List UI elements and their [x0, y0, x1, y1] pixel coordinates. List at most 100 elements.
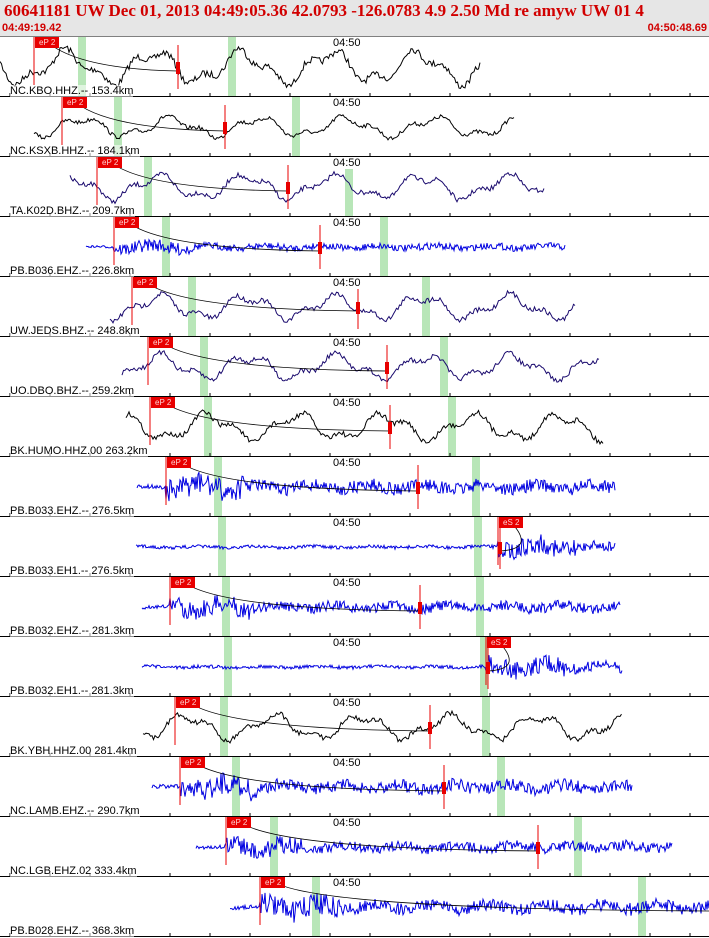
trace-panel[interactable]: eP 2 04:50 UW.JEDS.BHZ.-- 248.8km	[0, 277, 709, 337]
station-label: PB.B033.EHZ.-- 276.5km	[10, 505, 135, 517]
amplitude-marker-box	[486, 662, 490, 674]
station-label: BK.HUMO.HHZ.00 263.2km	[10, 445, 148, 457]
minute-label: 04:50	[332, 517, 362, 529]
s-window-band	[440, 337, 448, 397]
amplitude-marker-box	[498, 542, 502, 554]
amplitude-marker-box	[176, 62, 180, 74]
event-header: 60641181 UW Dec 01, 2013 04:49:05.36 42.…	[0, 0, 709, 37]
s-window-band	[380, 217, 388, 277]
minute-label: 04:50	[332, 157, 362, 169]
waveform-trace	[69, 170, 545, 205]
trace-panel[interactable]: eP 2 04:50 BK.HUMO.HHZ.00 263.2km	[0, 397, 709, 457]
minute-label: 04:50	[332, 697, 362, 709]
amplitude-marker-box	[536, 842, 540, 854]
station-label: TA.K02D.BHZ.-- 209.7km	[10, 205, 135, 217]
phase-pick-flag[interactable]: eP 2	[133, 277, 158, 288]
p-window-band	[200, 337, 208, 397]
waveform-trace	[85, 238, 566, 257]
phase-pick-flag[interactable]: eS 2	[487, 637, 512, 648]
minute-label: 04:50	[332, 337, 362, 349]
p-window-band	[144, 157, 152, 217]
phase-pick-flag[interactable]: eP 2	[227, 817, 252, 828]
s-window-band	[345, 157, 353, 217]
p-window-band	[162, 217, 170, 277]
phase-pick-flag[interactable]: eP 2	[176, 697, 201, 708]
start-time: 04:49:19.42	[2, 22, 62, 34]
coda-curve	[106, 158, 289, 192]
trace-panel[interactable]: eP 2 04:50 TA.K02D.BHZ.-- 209.7km	[0, 157, 709, 217]
s-window-band	[574, 817, 582, 877]
minute-label: 04:50	[332, 577, 362, 589]
amplitude-marker-box	[385, 362, 389, 374]
trace-panel[interactable]: eP 2 04:50 NC.KSXB.HHZ.-- 184.1km	[0, 97, 709, 157]
station-label: NC.KBO.HHZ.-- 153.4km	[10, 85, 134, 97]
waveform-trace	[151, 772, 633, 802]
waveform-trace	[141, 654, 623, 680]
station-label: NC.LGB.EHZ.02 333.4km	[10, 865, 137, 877]
amplitude-marker-box	[388, 422, 392, 434]
s-window-band	[472, 457, 480, 517]
p-window-band	[188, 277, 196, 337]
p-window-band	[232, 757, 240, 817]
station-label: UO.DBO.BHZ.-- 259.2km	[10, 385, 135, 397]
waveform-plot	[0, 757, 709, 817]
minute-label: 04:50	[332, 457, 362, 469]
s-window-band	[228, 37, 236, 97]
phase-pick-flag[interactable]: eP 2	[115, 217, 140, 228]
trace-panel[interactable]: eP 2 04:50 PB.B032.EHZ.-- 281.3km	[0, 577, 709, 637]
minute-label: 04:50	[332, 757, 362, 769]
station-label: PB.B036.EHZ.-- 226.8km	[10, 265, 135, 277]
trace-panel[interactable]: eP 2 04:50 PB.B028.EHZ.-- 368.3km	[0, 877, 709, 937]
trace-panel[interactable]: eP 2 04:50 NC.LGB.EHZ.02 333.4km	[0, 817, 709, 877]
p-window-band	[78, 37, 86, 97]
trace-panel[interactable]: eP 2 04:50 UO.DBO.BHZ.-- 259.2km	[0, 337, 709, 397]
s-window-band	[474, 517, 482, 577]
amplitude-marker-box	[223, 122, 227, 134]
minute-label: 04:50	[332, 277, 362, 289]
trace-panel[interactable]: eS 2 04:50 PB.B032.EH1.-- 281.3km	[0, 637, 709, 697]
phase-pick-flag[interactable]: eP 2	[181, 757, 206, 768]
waveform-trace	[195, 835, 673, 860]
phase-pick-flag[interactable]: eP 2	[261, 877, 286, 888]
minute-label: 04:50	[332, 97, 362, 109]
trace-panel[interactable]: eP 2 04:50 PB.B036.EHZ.-- 226.8km	[0, 217, 709, 277]
p-window-band	[204, 397, 212, 457]
phase-pick-flag[interactable]: eP 2	[35, 37, 60, 48]
phase-pick-flag[interactable]: eS 2	[499, 517, 524, 528]
phase-pick-flag[interactable]: eP 2	[63, 97, 88, 108]
station-label: NC.LAMB.EHZ.-- 290.7km	[10, 805, 140, 817]
phase-pick-flag[interactable]: eP 2	[98, 157, 123, 168]
s-window-band	[482, 697, 490, 757]
minute-label: 04:50	[332, 217, 362, 229]
waveform-plot	[0, 817, 709, 877]
minute-label: 04:50	[332, 37, 362, 49]
trace-panel[interactable]: eS 2 04:50 PB.B033.EH1.-- 276.5km	[0, 517, 709, 577]
waveform-trace	[135, 534, 616, 561]
amplitude-marker-box	[418, 602, 422, 614]
trace-panel[interactable]: eP 2 04:50 BK.YBH.HHZ.00 281.4km	[0, 697, 709, 757]
station-label: BK.YBH.HHZ.00 281.4km	[10, 745, 137, 757]
waveform-trace	[141, 595, 621, 620]
station-label: PB.B028.EHZ.-- 368.3km	[10, 925, 135, 937]
coda-curve	[71, 98, 226, 132]
waveform-trace	[142, 709, 622, 744]
phase-pick-flag[interactable]: eP 2	[171, 577, 196, 588]
trace-panel[interactable]: eP 2 04:50 PB.B033.EHZ.-- 276.5km	[0, 457, 709, 517]
p-window-band	[220, 697, 228, 757]
amplitude-marker-box	[286, 182, 290, 194]
amplitude-marker-box	[318, 242, 322, 254]
waveform-plot	[0, 277, 709, 337]
waveform-trace	[0, 45, 481, 89]
trace-panel[interactable]: eP 2 04:50 NC.KBO.HHZ.-- 153.4km	[0, 37, 709, 97]
s-window-band	[292, 97, 300, 157]
phase-pick-flag[interactable]: eP 2	[151, 397, 176, 408]
waveform-trace	[125, 409, 604, 446]
station-label: PB.B032.EH1.-- 281.3km	[10, 685, 134, 697]
minute-label: 04:50	[332, 877, 362, 889]
phase-pick-flag[interactable]: eP 2	[167, 457, 192, 468]
minute-label: 04:50	[332, 817, 362, 829]
phase-pick-flag[interactable]: eP 2	[149, 337, 174, 348]
trace-panel[interactable]: eP 2 04:50 NC.LAMB.EHZ.-- 290.7km	[0, 757, 709, 817]
waveform-plot	[0, 397, 709, 457]
